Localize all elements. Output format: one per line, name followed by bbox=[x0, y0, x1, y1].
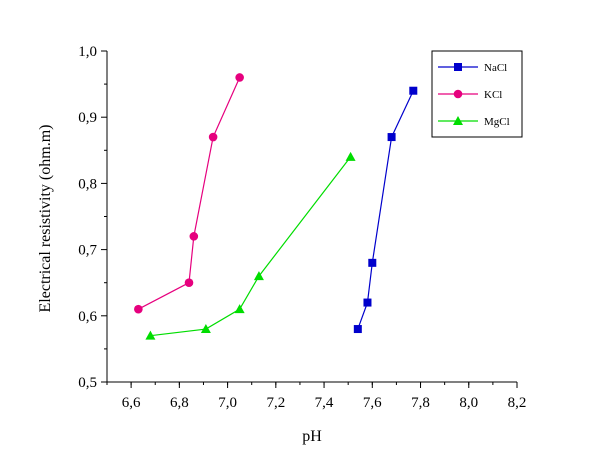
data-point bbox=[253, 271, 264, 281]
data-point bbox=[235, 73, 244, 82]
y-tick-label: 0,7 bbox=[78, 243, 97, 259]
x-tick-label: 6,6 bbox=[122, 395, 141, 411]
data-point bbox=[208, 132, 218, 142]
x-axis-title: pH bbox=[302, 428, 322, 445]
x-tick-label: 7,8 bbox=[411, 395, 430, 411]
y-tick-label: 0,5 bbox=[78, 375, 97, 391]
legend-marker bbox=[454, 63, 462, 71]
data-point bbox=[368, 258, 377, 267]
y-axis-title: Electrical resistivity (ohm.m) bbox=[37, 125, 54, 313]
y-tick-label: 0,8 bbox=[78, 176, 97, 192]
data-point bbox=[387, 133, 396, 142]
y-axis-ticks: 0,5 0,6 0,7 0,8 0,9 1,0 bbox=[78, 44, 107, 391]
x-tick-label: 8,0 bbox=[459, 395, 478, 411]
data-point bbox=[134, 304, 143, 314]
x-tick-label: 7,0 bbox=[218, 395, 237, 411]
series-kcl bbox=[134, 73, 244, 314]
x-tick-label: 6,8 bbox=[170, 395, 189, 411]
legend-label: MgCl bbox=[484, 116, 510, 128]
y-tick-label: 0,9 bbox=[78, 110, 97, 126]
x-tick-label: 7,6 bbox=[363, 395, 382, 411]
data-point bbox=[363, 298, 372, 307]
series-line bbox=[357, 90, 414, 330]
data-point bbox=[200, 324, 211, 334]
data-point bbox=[184, 278, 194, 288]
x-tick-label: 8,2 bbox=[508, 395, 527, 411]
series-nacl bbox=[353, 86, 418, 334]
data-point bbox=[145, 330, 156, 340]
legend-marker bbox=[453, 116, 463, 125]
x-axis-ticks: 6,6 6,8 7,0 7,2 7,4 7,6 7,8 8,0 8,2 bbox=[106, 382, 527, 411]
data-point bbox=[345, 151, 356, 161]
series-line bbox=[150, 156, 352, 337]
legend-label: NaCl bbox=[484, 62, 507, 74]
legend-label: KCl bbox=[484, 89, 502, 101]
x-tick-label: 7,4 bbox=[315, 395, 334, 411]
data-point bbox=[234, 304, 245, 314]
data-point bbox=[189, 232, 199, 241]
data-point bbox=[409, 86, 418, 95]
y-tick-label: 0,6 bbox=[78, 309, 97, 325]
data-point bbox=[353, 325, 362, 334]
legend: NaCl KCl MgCl bbox=[431, 50, 523, 138]
series-layer bbox=[134, 73, 418, 340]
legend-marker bbox=[453, 89, 463, 99]
series-mgcl bbox=[145, 151, 356, 340]
series-line bbox=[138, 77, 241, 310]
x-tick-label: 7,2 bbox=[266, 395, 285, 411]
y-tick-label: 1,0 bbox=[78, 44, 97, 60]
